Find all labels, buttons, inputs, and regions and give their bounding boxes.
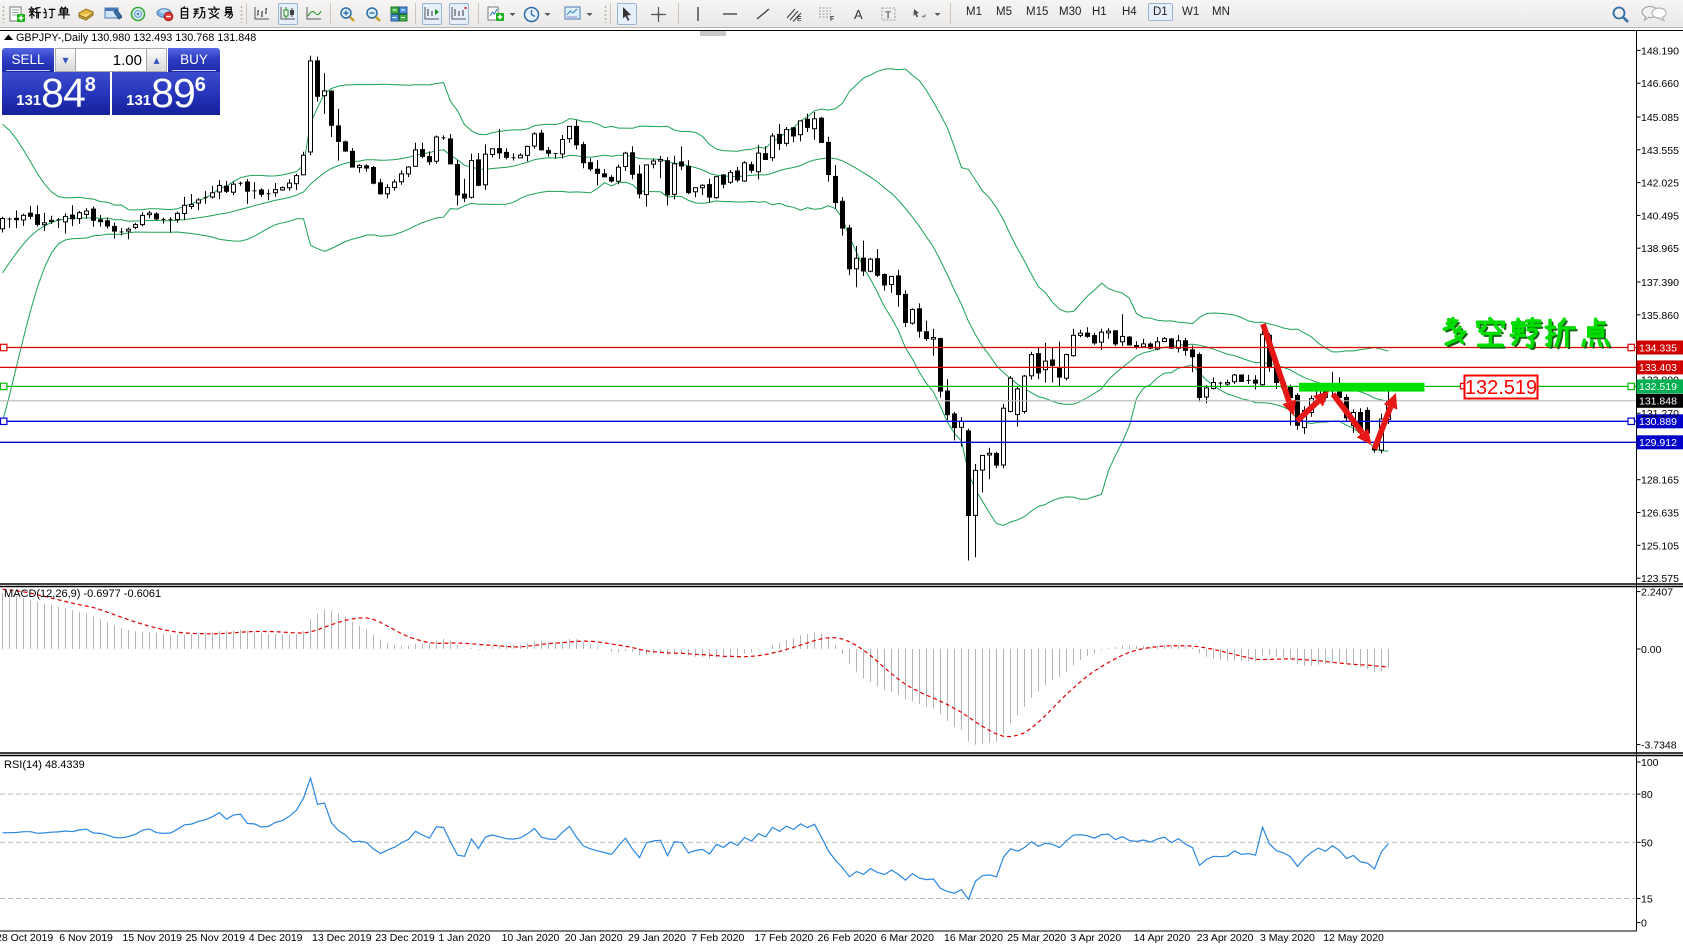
svg-text:14 Apr 2020: 14 Apr 2020 (1134, 932, 1191, 944)
svg-text:123.575: 123.575 (1641, 573, 1679, 585)
svg-text:130.889: 130.889 (1639, 416, 1677, 428)
svg-text:A: A (854, 7, 863, 22)
svg-text:25 Mar 2020: 25 Mar 2020 (1007, 932, 1066, 944)
svg-text:3 Apr 2020: 3 Apr 2020 (1070, 932, 1121, 944)
svg-text:10 Jan 2020: 10 Jan 2020 (502, 932, 560, 944)
svg-text:125.105: 125.105 (1641, 540, 1679, 552)
svg-text:6 Nov 2019: 6 Nov 2019 (59, 932, 113, 944)
svg-text:0.00: 0.00 (1641, 644, 1662, 656)
svg-text:RSI(14) 48.4339: RSI(14) 48.4339 (4, 759, 85, 771)
svg-text:6 Mar 2020: 6 Mar 2020 (881, 932, 934, 944)
svg-text:20 Jan 2020: 20 Jan 2020 (565, 932, 623, 944)
svg-text:F: F (830, 16, 834, 22)
svg-text:129.912: 129.912 (1639, 437, 1677, 449)
svg-text:17 Feb 2020: 17 Feb 2020 (754, 932, 813, 944)
svg-text:126.635: 126.635 (1641, 508, 1679, 520)
svg-text:3 May 2020: 3 May 2020 (1260, 932, 1315, 944)
svg-text:0: 0 (1641, 918, 1647, 930)
svg-text:132.519: 132.519 (1465, 377, 1537, 399)
svg-text:-3.7348: -3.7348 (1641, 740, 1677, 752)
svg-text:23 Apr 2020: 23 Apr 2020 (1197, 932, 1254, 944)
svg-text:80: 80 (1641, 789, 1653, 801)
svg-text:E: E (797, 16, 802, 22)
svg-text:140.495: 140.495 (1641, 210, 1679, 222)
svg-text:138.965: 138.965 (1641, 243, 1679, 255)
svg-text:142.025: 142.025 (1641, 178, 1679, 190)
svg-text:4 Dec 2019: 4 Dec 2019 (249, 932, 303, 944)
svg-text:131.270: 131.270 (1641, 408, 1679, 420)
svg-text:15: 15 (1641, 894, 1653, 906)
svg-text:143.555: 143.555 (1641, 145, 1679, 157)
svg-text:12 May 2020: 12 May 2020 (1323, 932, 1384, 944)
svg-text:GBPJPY-,Daily 130.980 132.493: GBPJPY-,Daily 130.980 132.493 130.768 13… (16, 32, 256, 44)
svg-text:131.848: 131.848 (1639, 396, 1677, 408)
svg-text:29 Jan 2020: 29 Jan 2020 (628, 932, 686, 944)
svg-text:148.190: 148.190 (1641, 45, 1679, 57)
svg-text:145.085: 145.085 (1641, 112, 1679, 124)
svg-text:15 Nov 2019: 15 Nov 2019 (122, 932, 182, 944)
svg-text:134.335: 134.335 (1639, 342, 1677, 354)
svg-text:135.860: 135.860 (1641, 310, 1679, 322)
svg-text:13 Dec 2019: 13 Dec 2019 (312, 932, 372, 944)
svg-text:MACD(12,26,9) -0.6977 -0.6061: MACD(12,26,9) -0.6977 -0.6061 (4, 588, 161, 600)
svg-text:100: 100 (1641, 757, 1659, 769)
svg-text:146.660: 146.660 (1641, 78, 1679, 90)
svg-text:132.519: 132.519 (1639, 381, 1677, 393)
svg-text:26 Feb 2020: 26 Feb 2020 (818, 932, 877, 944)
svg-text:50: 50 (1641, 837, 1653, 849)
svg-text:128.165: 128.165 (1641, 475, 1679, 487)
svg-text:133.403: 133.403 (1639, 362, 1677, 374)
svg-text:137.390: 137.390 (1641, 277, 1679, 289)
svg-text:28 Oct 2019: 28 Oct 2019 (0, 932, 53, 944)
svg-text:16 Mar 2020: 16 Mar 2020 (944, 932, 1003, 944)
svg-text:7 Feb 2020: 7 Feb 2020 (691, 932, 744, 944)
svg-text:1 Jan 2020: 1 Jan 2020 (438, 932, 490, 944)
svg-text:23 Dec 2019: 23 Dec 2019 (375, 932, 435, 944)
svg-text:T: T (885, 11, 891, 22)
svg-text:25 Nov 2019: 25 Nov 2019 (186, 932, 246, 944)
svg-text:2.2407: 2.2407 (1641, 587, 1673, 599)
